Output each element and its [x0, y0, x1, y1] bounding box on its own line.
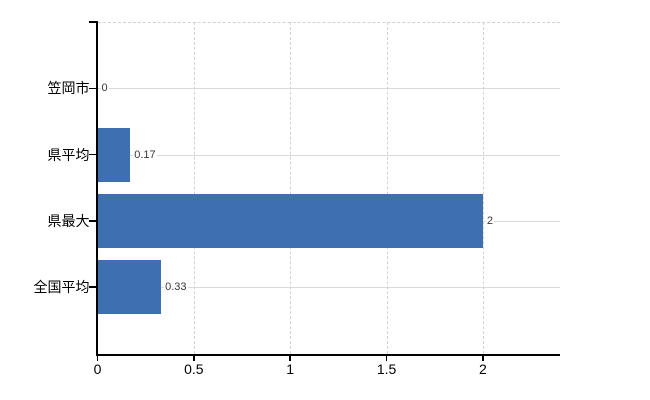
x-axis-tick: [96, 355, 99, 361]
x-tick-label: 0: [93, 360, 102, 377]
x-tick-label: 1.5: [376, 360, 397, 377]
y-axis-line: [95, 21, 98, 356]
x-axis-tick: [385, 355, 388, 361]
bar-value-label: 0.17: [133, 147, 157, 162]
x-axis-tick: [289, 355, 291, 361]
vertical-gridline: [193, 22, 195, 354]
y-axis-tick: [89, 87, 96, 90]
y-axis-tick: [89, 220, 96, 222]
y-axis-tick: [89, 153, 96, 156]
x-axis-tick: [482, 355, 484, 361]
vertical-gridline: [482, 22, 484, 354]
vertical-gridline: [290, 22, 292, 354]
bar-value-label: 0: [100, 81, 109, 96]
category-label-4: 全国平均: [33, 279, 90, 296]
bar-value-label: 2: [485, 213, 495, 228]
y-axis-tick: [89, 286, 96, 288]
horizontal-gridline: [97, 154, 560, 156]
vertical-gridline: [386, 22, 388, 354]
bar-value-label: 0.33: [164, 280, 188, 295]
y-axis-tick: [89, 21, 96, 23]
bar-県平均: [97, 127, 131, 182]
category-label-1: 笠岡市: [47, 80, 90, 97]
horizontal-gridline: [97, 287, 560, 289]
plot-top-border: [97, 22, 560, 23]
bar-全国平均: [97, 260, 162, 315]
x-tick-label: 0.5: [184, 360, 204, 377]
category-label-3: 県最大: [47, 212, 90, 229]
x-tick-label: 2: [479, 360, 487, 377]
horizontal-gridline: [97, 88, 560, 90]
category-label-2: 県平均: [47, 146, 90, 163]
x-axis-tick: [193, 355, 195, 361]
bar-県最大: [97, 193, 483, 248]
x-tick-label: 1: [286, 360, 295, 377]
x-axis-line: [95, 353, 560, 356]
